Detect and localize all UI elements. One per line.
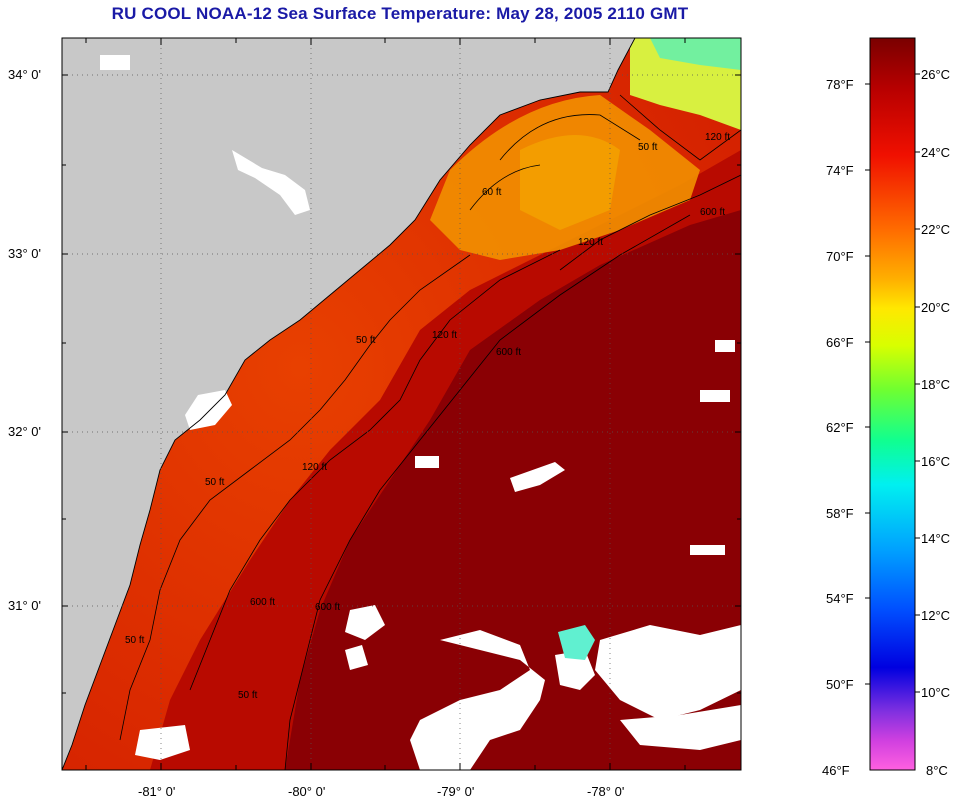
colorbar-label-c: 12°C [921, 608, 951, 623]
contour-label: 120 ft [302, 462, 327, 473]
lon-label-79: -79° 0' [437, 784, 475, 799]
graticule [62, 38, 741, 770]
lon-label-81: -81° 0' [138, 784, 176, 799]
colorbar-label-c: 14°C [921, 531, 951, 546]
colorbar-label-c: 22°C [921, 222, 951, 237]
colorbar-label-f: 70°F [826, 249, 854, 264]
colorbar-label-f: 74°F [826, 163, 854, 178]
contour-label: 600 ft [315, 602, 340, 613]
contour-label: 600 ft [250, 597, 275, 608]
contour-label: 50 ft [238, 690, 258, 701]
colorbar-label-c: 16°C [921, 454, 951, 469]
contour-label: 600 ft [496, 347, 521, 358]
contour-label: 600 ft [700, 207, 725, 218]
contour-label: 50 ft [638, 142, 658, 153]
lon-label-78: -78° 0' [587, 784, 625, 799]
coastline [62, 38, 636, 770]
contour-label: 120 ft [578, 237, 603, 248]
colorbar-ticks [865, 73, 920, 693]
map-title: RU COOL NOAA-12 Sea Surface Temperature:… [111, 4, 689, 23]
contour-label: 120 ft [432, 330, 457, 341]
colorbar-label-f: 78°F [826, 77, 854, 92]
map-frame [61, 37, 742, 771]
cold-cloud-edge [558, 625, 595, 660]
colorbar-label-f: 54°F [826, 591, 854, 606]
colorbar-label-c: 8°C [926, 763, 948, 778]
contour-label: 60 ft [482, 187, 502, 198]
lat-label-32: 32° 0' [8, 424, 41, 439]
contour-label: 50 ft [356, 335, 376, 346]
colorbar-label-f: 50°F [826, 677, 854, 692]
isobath-contours [119, 94, 741, 770]
colorbar-label-c: 18°C [921, 377, 951, 392]
colorbar-label-f: 46°F [822, 763, 850, 778]
contour-label: 50 ft [125, 635, 145, 646]
lat-label-33: 33° 0' [8, 246, 41, 261]
contour-label: 50 ft [205, 477, 225, 488]
colorbar-label-f: 66°F [826, 335, 854, 350]
colorbar-label-f: 62°F [826, 420, 854, 435]
ocean-clouds [135, 340, 741, 770]
colorbar-label-c: 26°C [921, 67, 951, 82]
cape-fear-cyan-patch [650, 38, 741, 70]
colorbar-label-c: 10°C [921, 685, 951, 700]
lat-label-31: 31° 0' [8, 598, 41, 613]
colorbar [869, 37, 916, 771]
contour-label: 120 ft [705, 132, 730, 143]
colorbar-label-c: 20°C [921, 300, 951, 315]
lat-label-34: 34° 0' [8, 67, 41, 82]
land-cloud [232, 150, 310, 215]
long-bay-core [520, 135, 620, 230]
axis-ticks [62, 38, 741, 770]
colorbar-label-c: 24°C [921, 145, 951, 160]
land-mass [62, 38, 635, 770]
land-cloud [100, 55, 130, 70]
colorbar-label-f: 58°F [826, 506, 854, 521]
lon-label-80: -80° 0' [288, 784, 326, 799]
